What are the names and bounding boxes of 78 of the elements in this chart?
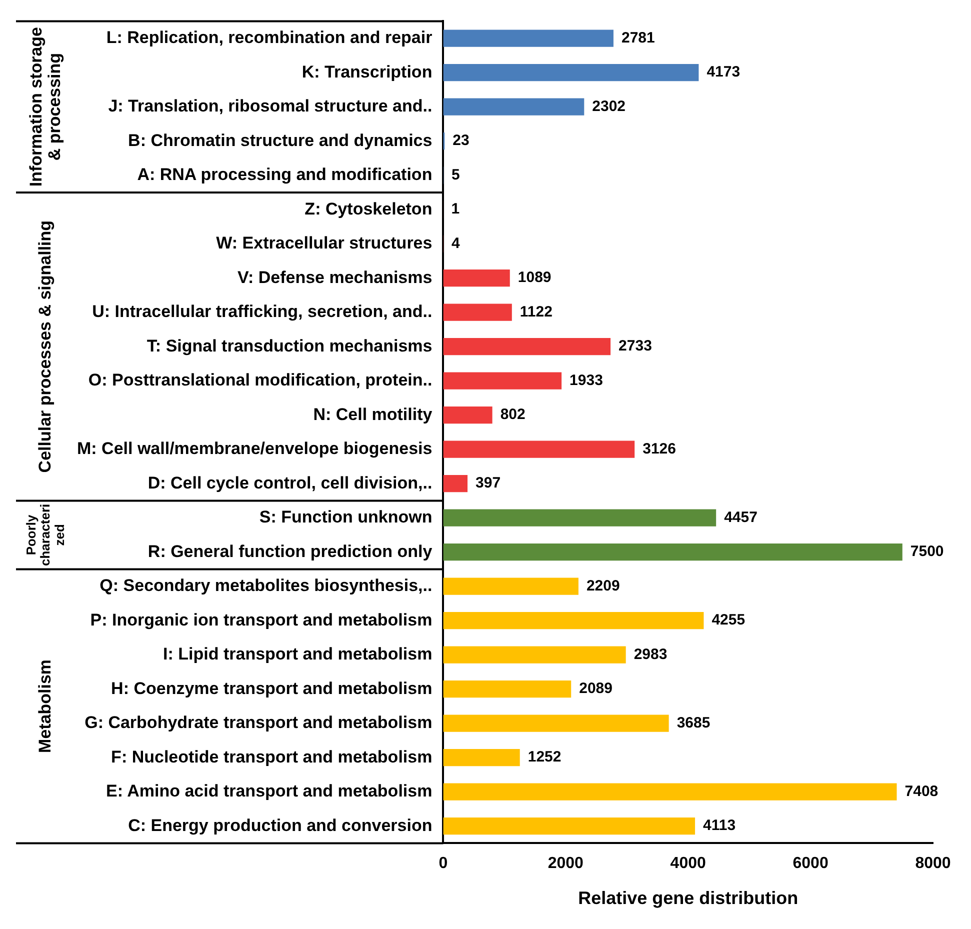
data-label: 4113 <box>703 817 736 834</box>
data-label: 4173 <box>706 64 740 81</box>
data-label: 397 <box>476 474 501 492</box>
bar <box>443 646 626 664</box>
data-label: 7500 <box>910 543 944 560</box>
y-tick-label: G: Carbohydrate transport and metabolism <box>84 713 432 732</box>
data-label: 4457 <box>724 508 758 526</box>
y-tick-label: O: Posttranslational modification, protein.. <box>88 370 432 390</box>
bar <box>443 680 572 698</box>
x-tick-label: 8000 <box>915 855 951 872</box>
y-tick-label: M: Cell wall/membrane/envelope biogenesis <box>76 439 432 458</box>
bar <box>443 372 562 390</box>
y-tick-label: W: Extracellular structures <box>216 234 432 253</box>
text: Information storage & processing <box>26 27 64 187</box>
data-label: 2302 <box>592 98 626 115</box>
data-label: 4 <box>451 234 460 252</box>
data-label: 2983 <box>634 646 668 663</box>
y-tick-label: A: RNA processing and modification <box>137 165 432 184</box>
y-tick-label: N: Cell motility <box>313 404 433 424</box>
data-label: 7408 <box>904 782 938 800</box>
text: Metabolism <box>36 659 55 753</box>
bar <box>443 578 578 595</box>
data-label: 1933 <box>570 372 603 389</box>
data-label: 23 <box>452 132 470 150</box>
data-label: 5 <box>452 166 460 184</box>
bar <box>443 440 635 458</box>
y-tick-label: K: Transcription <box>302 62 432 82</box>
data-label: 1122 <box>520 303 552 320</box>
data-label: 2209 <box>586 577 620 594</box>
y-tick-label: B: Chromatin structure and dynamics <box>128 130 432 150</box>
y-tick-label: H: Coenzyme transport and metabolism <box>111 678 432 698</box>
bar <box>443 818 696 835</box>
bar <box>443 612 704 630</box>
data-label: 1252 <box>528 748 562 766</box>
data-label: 2733 <box>618 338 652 355</box>
data-label: 3126 <box>642 440 676 458</box>
x-tick-label: 4000 <box>670 855 706 872</box>
y-tick-label: I: Lipid transport and metabolism <box>163 644 432 664</box>
data-label: 2089 <box>579 680 612 698</box>
bar <box>443 783 897 800</box>
y-tick-label: S: Function unknown <box>259 508 432 527</box>
bar <box>443 544 902 561</box>
data-label: 2781 <box>621 29 655 46</box>
bar <box>443 30 614 47</box>
y-tick-label: J: Translation, ribosomal structure and.. <box>108 96 432 116</box>
text: Poorly characterized <box>23 504 67 566</box>
x-axis-title: Relative gene distribution <box>578 888 798 908</box>
data-label: 4255 <box>712 612 746 629</box>
data-label: 3685 <box>676 714 710 732</box>
x-tick-label: 6000 <box>792 855 828 872</box>
y-tick-label: D: Cell cycle control, cell division,.. <box>148 473 432 492</box>
bar <box>443 714 669 732</box>
y-tick-label: V: Defense mechanisms <box>238 268 432 287</box>
bar <box>443 98 584 116</box>
y-tick-label: C: Energy production and conversion <box>128 816 432 835</box>
bar <box>443 509 716 526</box>
x-tick-label: 2000 <box>548 855 584 872</box>
bar <box>443 64 699 82</box>
bar <box>443 338 611 356</box>
y-tick-label: E: Amino acid transport and metabolism <box>106 782 432 801</box>
x-tick-label: 0 <box>438 855 448 872</box>
y-tick-label: P: Inorganic ion transport and metabolism <box>90 610 432 630</box>
y-tick-label: F: Nucleotide transport and metabolism <box>111 747 432 766</box>
bar <box>443 475 468 492</box>
data-label: 1 <box>451 200 460 218</box>
y-tick-label: T: Signal transduction mechanisms <box>146 336 432 356</box>
y-tick-label: Z: Cytoskeleton <box>304 199 432 218</box>
data-label: 802 <box>500 406 526 424</box>
y-tick-label: L: Replication, recombination and repair <box>106 28 433 48</box>
bar <box>443 304 512 321</box>
text: Cellular processes & signalling <box>36 220 55 473</box>
bar <box>443 270 510 287</box>
y-tick-label: R: General function prediction only <box>148 542 433 561</box>
bar <box>443 406 492 424</box>
bar <box>443 749 520 766</box>
y-tick-label: Q: Secondary metabolites biosynthesis,.. <box>100 576 432 596</box>
y-tick-label: U: Intracellular trafficking, secretion, and.. <box>92 302 432 322</box>
data-label: 1089 <box>518 269 552 286</box>
